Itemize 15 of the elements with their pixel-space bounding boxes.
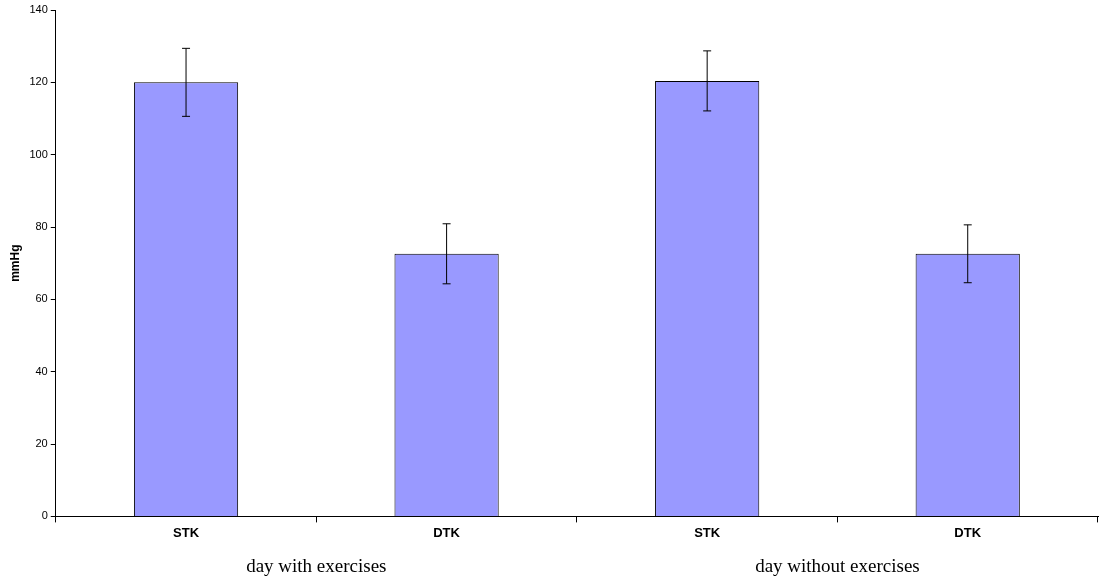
y-tick-label: 60 [35,292,48,305]
y-tick-label: 140 [29,3,48,16]
y-tick-label: 120 [29,75,48,88]
text: day without exercises [755,555,920,576]
y-axis-title: mmHg [7,244,22,282]
y-tick-label: 0 [41,509,48,522]
x-tick-label: STK [694,524,721,540]
x-tick-label: DTK [954,524,982,540]
x-tick-label: STK [173,524,200,540]
y-tick-label: 100 [29,147,48,160]
text: day with exercises [246,555,387,576]
y-tick-label: 80 [35,220,48,233]
y-tick-label: 20 [35,437,48,450]
y-tick-label: 40 [35,364,48,377]
x-tick-label: DTK [433,524,461,540]
